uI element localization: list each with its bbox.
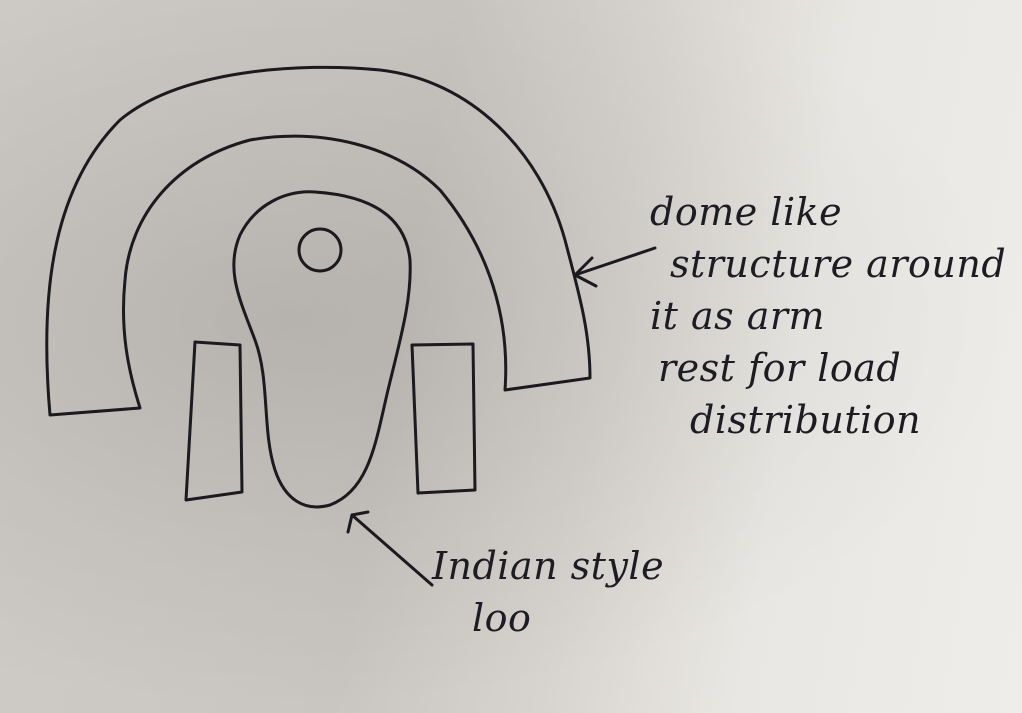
loo-annotation-line-1: Indian style [432, 544, 665, 588]
loo-pan-outline [232, 190, 412, 509]
loo-annotation: Indian style loo [432, 540, 702, 644]
dome-annotation-line-2: structure around [670, 242, 1007, 286]
loo-annotation-line-2: loo [472, 596, 532, 640]
dome-pointer-arrow [573, 246, 657, 288]
dome-armrest-outline [45, 65, 592, 417]
loo-pointer-arrow [346, 510, 434, 587]
left-footrest [184, 340, 244, 502]
dome-annotation-line-3: it as arm [650, 294, 826, 338]
dome-annotation: dome like structure around it as arm res… [650, 186, 1007, 446]
right-footrest [410, 342, 477, 495]
dome-annotation-line-5: distribution [690, 398, 922, 442]
dome-annotation-line-4: rest for load [658, 346, 902, 390]
dome-annotation-line-1: dome like [650, 190, 843, 234]
drain-hole [297, 227, 343, 273]
